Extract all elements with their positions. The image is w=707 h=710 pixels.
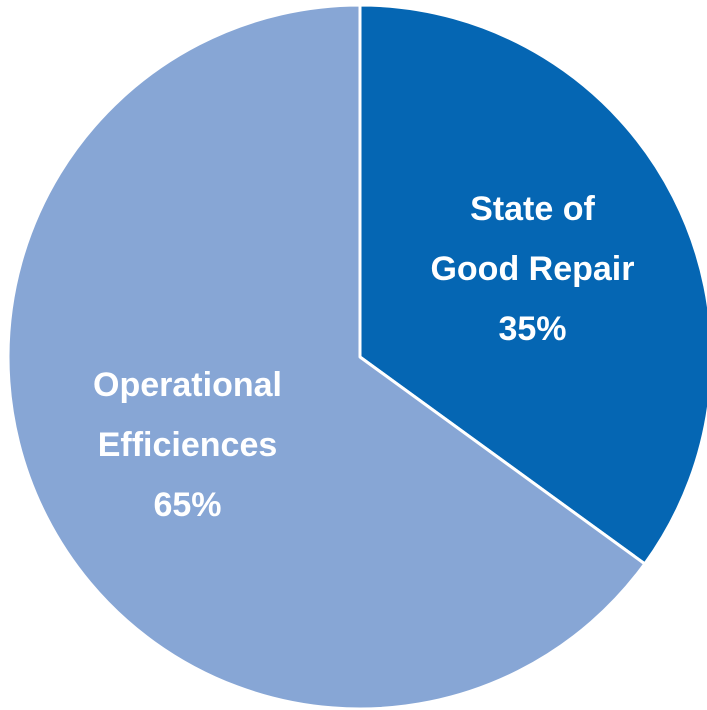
pie-slice [6,3,647,710]
value-label: 65% [153,485,222,524]
slice-label: Operational Efficiences 65% [68,355,308,535]
slice-label: State of Good Repair 35% [425,179,639,359]
category-label: Operational Efficiences [93,365,282,464]
pie-slice [358,3,707,566]
value-label: 35% [498,310,567,349]
category-label: State of Good Repair [430,190,635,289]
